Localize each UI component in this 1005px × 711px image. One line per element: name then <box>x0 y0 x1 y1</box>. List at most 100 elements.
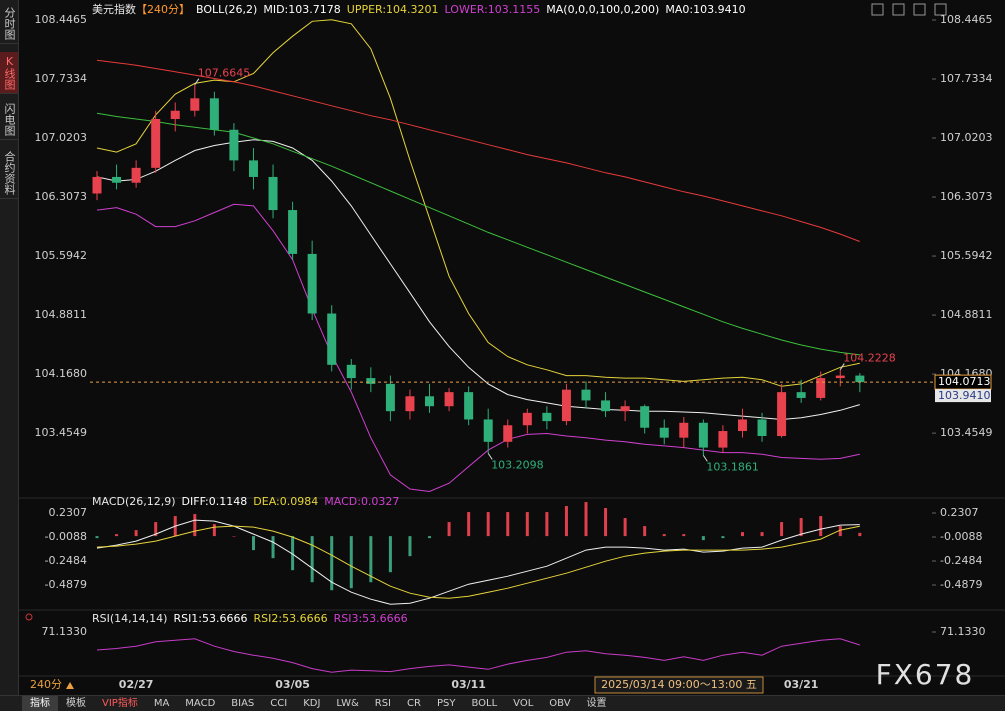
macd-bar <box>291 536 295 571</box>
toolbar-item[interactable]: MA <box>153 698 170 709</box>
toolbar-item[interactable]: RSI <box>374 698 392 709</box>
macd-bar <box>643 526 647 537</box>
legend: 美元指数【240分】 BOLL(26,2) MID:103.7178 UPPER:10… <box>92 2 746 16</box>
cursor-time: 2025/03/14 09:00～13:00 五 <box>601 678 757 691</box>
candle-body <box>92 176 102 194</box>
candle-body <box>151 119 161 168</box>
macd-bar <box>134 530 138 537</box>
candle-body <box>170 110 180 120</box>
y-tick-label: 108.4465 <box>940 13 993 26</box>
macd-bar <box>486 512 490 537</box>
macd-bar <box>604 508 608 537</box>
macd-bar <box>623 518 627 537</box>
candle-body <box>209 98 219 130</box>
legend: RSI(14,14,14) RSI1:53.6666 RSI2:53.6666 RSI… <box>92 612 408 625</box>
candle-body <box>464 392 474 420</box>
period: 【240分】 <box>136 3 190 16</box>
y-tick-label: -0.0088 <box>940 530 982 543</box>
macd-bar <box>525 512 529 537</box>
toolbar: 指标 模板 VIP指标 MA MACD BIAS CCI KDJ LW& RSI CR PSY BOLL… <box>0 695 1005 711</box>
annotation-pointer <box>487 453 493 460</box>
sidebar-tab[interactable]: 合约资料 <box>0 148 18 199</box>
legend-label: MA0: <box>665 3 693 16</box>
series-line <box>96 112 860 356</box>
annotation-pointer <box>194 78 200 85</box>
legend-value: 103.9410 <box>693 3 746 16</box>
macd-bar <box>799 518 803 537</box>
y-tick-label: 107.7334 <box>35 72 88 85</box>
candle-body <box>640 406 650 428</box>
macd-bar <box>271 536 275 559</box>
sidebar-tab[interactable]: 闪电图 <box>0 100 18 140</box>
toolbar-item[interactable]: PSY <box>436 698 456 709</box>
legend-title: MACD(26,12,9) <box>92 495 176 508</box>
settings-icon[interactable] <box>25 613 33 621</box>
sidebar-tab[interactable]: 分时图 <box>0 4 18 44</box>
candle-body <box>307 253 317 314</box>
sidebar: 分时图 K线图闪电图合约资料 <box>0 0 19 695</box>
toolbar-item[interactable]: VOL <box>513 698 534 709</box>
x-tick-label: 03/05 <box>275 678 310 691</box>
legend-value: 0.0327 <box>361 495 400 508</box>
y-tick-label: 104.1680 <box>35 367 88 380</box>
macd-bar <box>428 536 432 539</box>
y-tick-label: -0.0088 <box>45 530 87 543</box>
macd-bar <box>251 536 255 551</box>
y-tick-label: 105.5942 <box>940 249 993 262</box>
series-line <box>96 525 860 599</box>
macd-bar <box>819 516 823 537</box>
window-icons[interactable] <box>871 3 947 16</box>
y-tick-label: 71.1330 <box>42 625 88 638</box>
toolbar-item[interactable]: CCI <box>270 698 288 709</box>
legend-label: MID: <box>263 3 288 16</box>
toolbar-item[interactable]: KDJ <box>303 698 321 709</box>
candle-body <box>190 98 200 111</box>
sidebar-tab[interactable]: K线图 <box>0 52 18 94</box>
macd-bar <box>212 524 216 537</box>
toolbar-item[interactable]: BIAS <box>231 698 255 709</box>
x-tick-label: 03/11 <box>451 678 486 691</box>
macd-bar <box>388 536 392 573</box>
candle-body <box>483 419 493 442</box>
toolbar-item[interactable]: BOLL <box>471 698 498 709</box>
y-tick-label: 103.4549 <box>940 426 993 439</box>
candle-body <box>425 396 435 407</box>
candle-body <box>679 422 689 438</box>
legend-value: 0.1148 <box>209 495 248 508</box>
macd-bar <box>369 536 373 583</box>
period-label[interactable]: 240分 <box>30 678 62 691</box>
legend-label: DEA: <box>253 495 279 508</box>
legend-label: MA(0,0,0,100,0,200) <box>546 3 659 16</box>
chart-area: 240分 2025/03/14 09:00～13:00 五 FX678 美元指数… <box>18 0 1005 695</box>
candle-body <box>620 406 630 412</box>
toolbar-item[interactable]: LW& <box>336 698 359 709</box>
legend-value: 53.6666 <box>362 612 408 625</box>
toolbar-item[interactable]: MACD <box>185 698 216 709</box>
macd-bar <box>838 526 842 537</box>
ma-box-label: 103.9410 <box>938 389 991 402</box>
macd-bar <box>193 514 197 537</box>
legend-value: 103.7178 <box>288 3 341 16</box>
toolbar-item[interactable]: 指标 <box>22 696 58 711</box>
series-line <box>96 19 860 387</box>
annotation-pointer <box>702 455 708 462</box>
legend-value: 104.3201 <box>386 3 439 16</box>
toolbar-item[interactable]: 模板 <box>66 698 86 709</box>
macd-bar <box>760 532 764 537</box>
legend-label: BOLL(26,2) <box>196 3 257 16</box>
macd-bar <box>408 536 412 557</box>
macd-bar <box>858 532 862 537</box>
macd-bar <box>115 534 119 537</box>
y-tick-label: 107.7334 <box>940 72 993 85</box>
macd-bar <box>154 522 158 537</box>
toolbar-item[interactable]: VIP指标 <box>102 698 138 709</box>
y-tick-label: 0.2307 <box>940 506 979 519</box>
legend-label: RSI2: <box>254 612 283 625</box>
candle-body <box>777 392 787 437</box>
toolbar-item[interactable]: OBV <box>549 698 571 709</box>
period-arrow[interactable] <box>66 682 74 689</box>
extreme-label: 107.6645 <box>198 67 251 80</box>
toolbar-item[interactable]: CR <box>407 698 421 709</box>
toolbar-item[interactable]: 设置 <box>586 698 607 709</box>
